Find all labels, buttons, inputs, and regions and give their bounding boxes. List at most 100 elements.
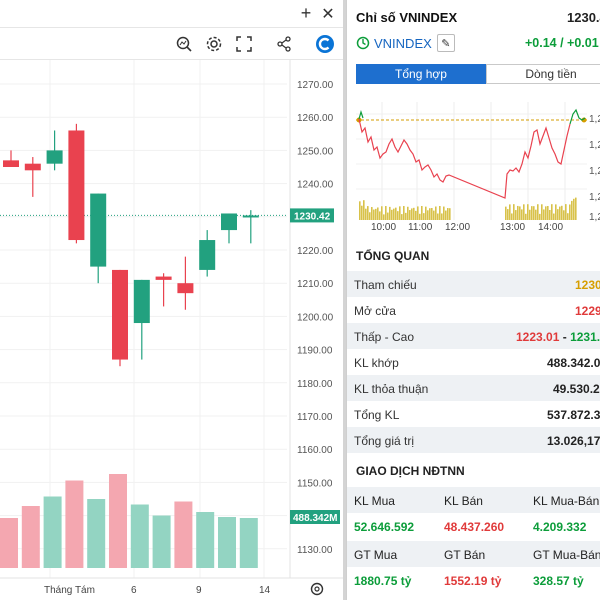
mini-volume-bar (447, 208, 449, 220)
overview-row: KL thỏa thuận 49.530.2 (347, 375, 600, 401)
mini-volume-bar (505, 206, 507, 220)
candle-body (133, 279, 150, 324)
mini-time-label: 14:00 (538, 222, 563, 232)
refresh-icon[interactable] (356, 36, 370, 50)
mini-volume-bar (523, 204, 525, 220)
overview-row: Thấp - Cao 1223.01 - 1231. (347, 323, 600, 349)
reference-dot (581, 117, 587, 123)
mini-volume-bar (423, 213, 425, 220)
foreign-vol-header: KL Mua KL Bán KL Mua-Bán (347, 487, 600, 513)
mini-volume-bar (431, 208, 433, 220)
foreign-vol-header-cell: KL Mua (354, 494, 395, 508)
mini-volume-bar (361, 205, 363, 220)
mini-volume-bar (441, 213, 443, 220)
volume-bar (218, 517, 236, 568)
mini-volume-bar (369, 212, 371, 220)
candle-body (155, 276, 172, 280)
magnify-chart-icon[interactable] (173, 28, 195, 59)
price-tick-label: 1240.00 (297, 180, 334, 191)
price-tick-label: 1260.00 (297, 113, 334, 124)
foreign-val-values: 1880.75 tỷ 1552.19 tỷ 328.57 tỷ (347, 567, 600, 593)
overview-row-label: Tổng giá trị (354, 434, 415, 448)
overview-row: Mở cửa 1229. (347, 297, 600, 323)
current-price-badge (290, 208, 334, 223)
plus-icon[interactable]: + (300, 3, 312, 23)
price-tick-label: 1190.00 (297, 346, 333, 357)
edit-pencil-icon[interactable]: ✎ (436, 34, 455, 52)
mini-volume-bar (407, 206, 409, 220)
info-tabs: Tổng hợp Dòng tiền (356, 64, 600, 84)
mini-volume-bar (537, 204, 539, 220)
price-tick-label: 1150.00 (297, 478, 333, 489)
mini-volume-bar (381, 206, 383, 220)
volume-bar (130, 504, 149, 568)
volume-bar (43, 496, 62, 568)
fullscreen-icon[interactable] (233, 28, 255, 59)
price-tick-label: 1180.00 (297, 379, 333, 390)
overview-row-value: 537.872.3 (547, 408, 600, 422)
chart-top-strip: + ✕ (0, 0, 343, 28)
volume-bar (239, 518, 258, 568)
mini-volume-bar (397, 211, 399, 220)
price-tick-label: 1250.00 (297, 146, 334, 157)
mini-volume-bar (561, 205, 563, 220)
mini-volume-bar (535, 209, 537, 220)
mini-price-label: 1,2 (589, 212, 600, 223)
mini-volume-bar (419, 213, 421, 220)
candlestick-chart[interactable]: 1270.001260.001250.001240.001230.001220.… (0, 0, 343, 600)
mini-price-label: 1,2 (589, 140, 600, 151)
mini-volume-bar (387, 212, 389, 220)
mini-volume-bar (439, 206, 441, 220)
volume-bar (109, 474, 127, 568)
tab-money-flow[interactable]: Dòng tiền (486, 64, 600, 84)
price-tick-label: 1210.00 (297, 279, 334, 290)
volume-bar (21, 506, 40, 568)
symbol-name[interactable]: VNINDEX (374, 35, 432, 51)
mini-volume-bar (567, 213, 569, 220)
foreign-vol-values-cell: 48.437.260 (444, 520, 505, 534)
overview-row-value: 49.530.2 (553, 382, 600, 396)
share-icon[interactable] (273, 28, 295, 59)
foreign-vol-values-cell: 52.646.592 (354, 520, 415, 534)
mini-volume-bar (515, 210, 517, 220)
range-separator: - (559, 330, 571, 344)
volume-bar (174, 501, 193, 568)
mini-volume-bar (435, 206, 437, 220)
foreign-trade-title: GIAO DỊCH NĐTNN (356, 464, 465, 478)
time-tick-label: 9 (196, 585, 202, 596)
overview-row-label: Thấp - Cao (354, 330, 415, 344)
gear-icon[interactable] (203, 28, 225, 59)
volume-bar (0, 518, 18, 568)
price-tick-label: 1200.00 (297, 312, 334, 323)
foreign-val-values-cell: 1880.75 tỷ (354, 574, 412, 588)
mini-volume-bar (533, 206, 535, 220)
foreign-val-values-cell: 328.57 tỷ (533, 574, 584, 588)
axis-settings-icon[interactable] (310, 582, 324, 596)
mini-volume-bar (413, 207, 415, 220)
mini-volume-bar (555, 204, 557, 220)
mini-volume-bar (551, 204, 553, 220)
volume-bar (152, 515, 171, 568)
mini-volume-bar (507, 209, 509, 220)
mini-volume-bar (433, 210, 435, 220)
mini-volume-bar (569, 204, 571, 220)
candle-body (177, 283, 194, 294)
mini-volume-bar (409, 210, 411, 220)
mini-volume-bar (517, 205, 519, 220)
mini-volume-bar (545, 206, 547, 220)
mini-price-label: 1,2 (589, 166, 600, 177)
candle-body (90, 193, 107, 267)
mini-volume-bar (573, 198, 575, 220)
time-tick-label: 6 (131, 585, 137, 596)
high-value: 1231. (570, 330, 600, 344)
chart-panel[interactable]: + ✕ 1270.001260.001250.001240.001230.001… (0, 0, 343, 600)
mini-volume-bar (529, 209, 531, 220)
volume-badge (290, 510, 340, 524)
tab-overview[interactable]: Tổng hợp (356, 64, 486, 84)
panel-divider[interactable] (343, 0, 346, 600)
close-icon[interactable]: ✕ (321, 5, 335, 23)
app-logo-icon[interactable] (313, 28, 337, 59)
foreign-val-header-cell: GT Mua-Bán (533, 548, 600, 562)
mini-volume-bar (363, 200, 365, 220)
overview-title: TỔNG QUAN (356, 249, 430, 263)
